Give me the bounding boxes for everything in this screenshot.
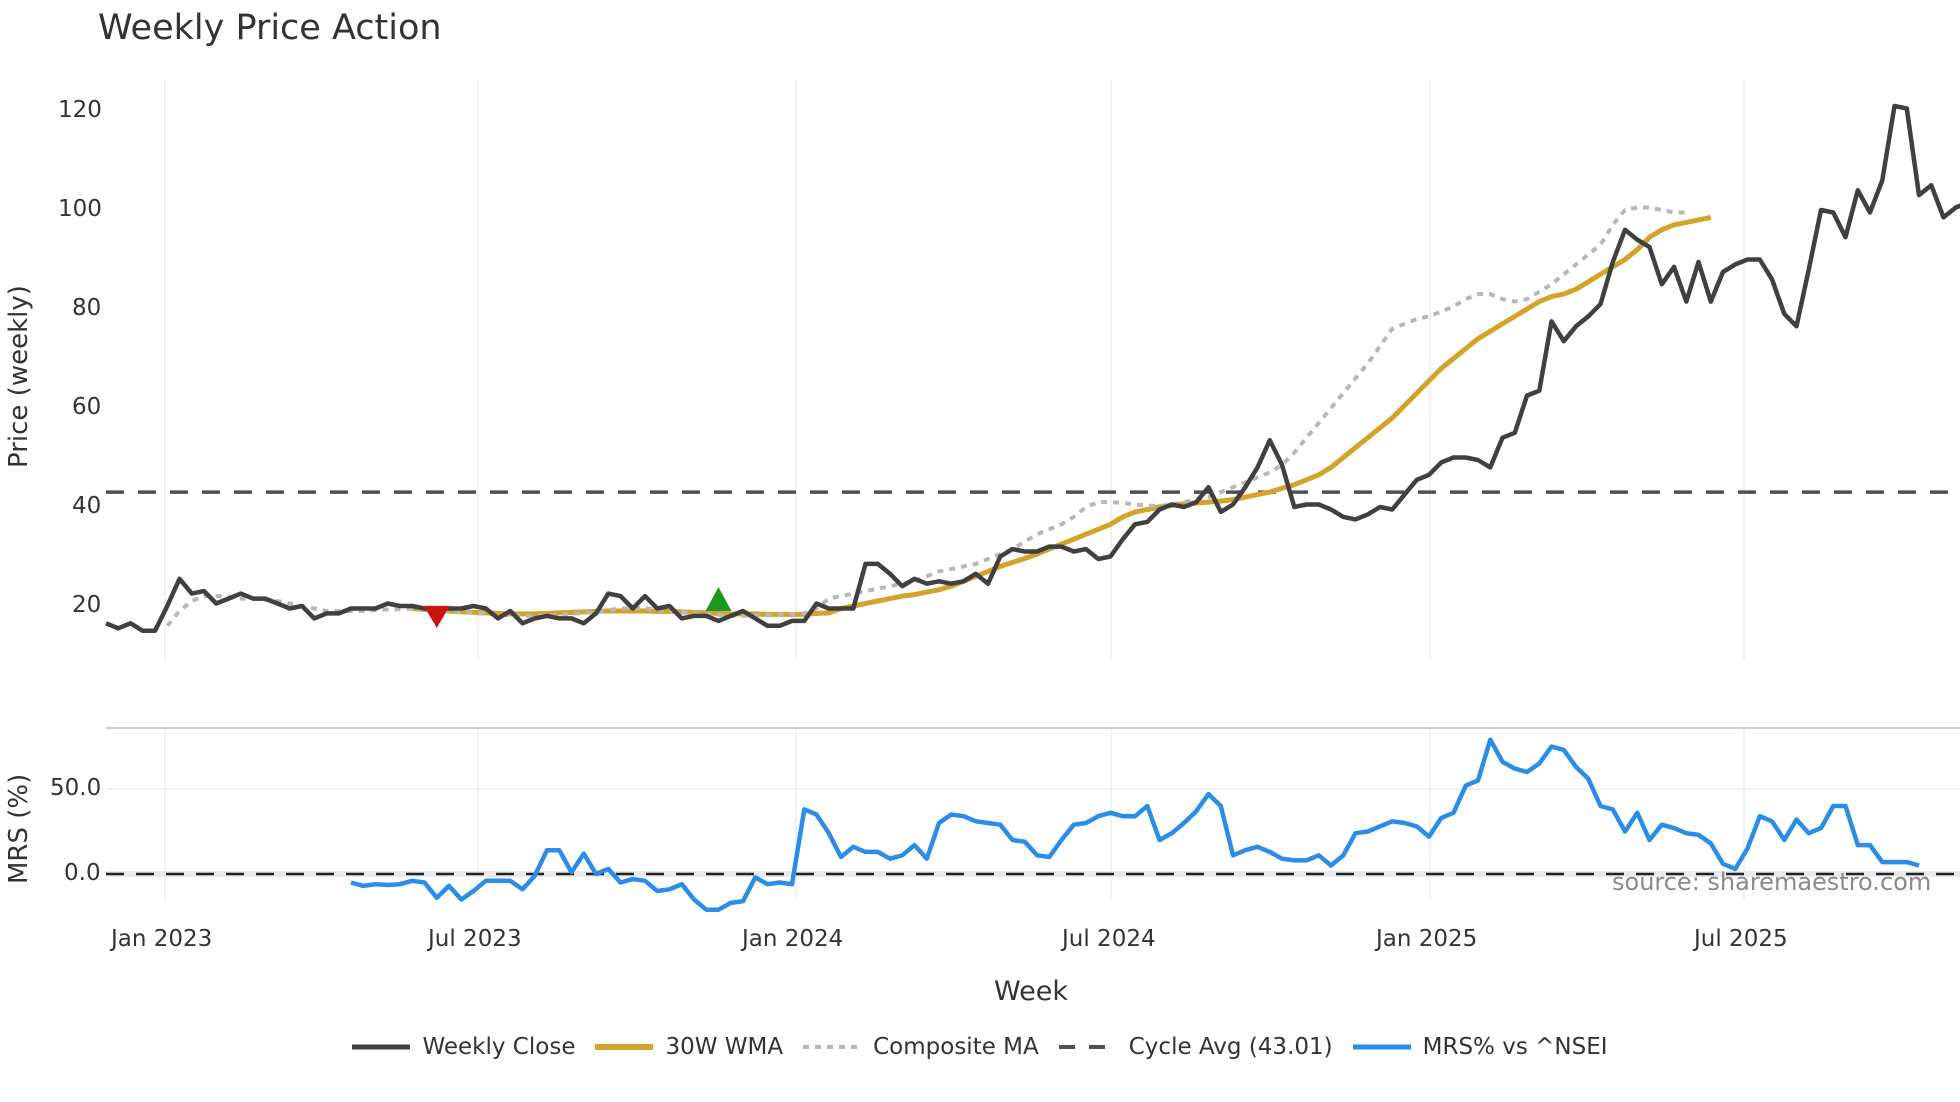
mrs-tick-50: 50.0: [50, 775, 102, 801]
y-tick-100: 100: [58, 196, 102, 222]
legend-item-wma[interactable]: 30W WMA: [595, 1034, 783, 1060]
mrs-y-axis-label: MRS (%): [4, 773, 34, 884]
mrs-tick-0: 0.0: [64, 860, 101, 886]
price-y-axis-label: Price (weekly): [4, 285, 34, 468]
x-tick-jan-2024: Jan 2024: [742, 926, 844, 952]
legend-item-composite-ma[interactable]: Composite MA: [803, 1034, 1039, 1060]
x-tick-jul-2023: Jul 2023: [428, 926, 522, 952]
solid-line-swatch-icon: [1352, 1044, 1411, 1050]
vertical-gridlines: [164, 80, 1745, 900]
x-axis-label: Week: [994, 976, 1068, 1007]
solid-line-swatch-icon: [595, 1044, 654, 1050]
weekly-close-line: [105, 103, 1960, 634]
legend-label: Cycle Avg (43.01): [1128, 1034, 1333, 1060]
legend-item-weekly-close[interactable]: Weekly Close: [352, 1034, 575, 1060]
y-tick-40: 40: [72, 493, 102, 519]
x-tick-jul-2025: Jul 2025: [1694, 926, 1788, 952]
y-tick-120: 120: [58, 97, 102, 123]
dashed-line-swatch-icon: [1058, 1045, 1117, 1049]
y-tick-80: 80: [72, 295, 102, 321]
legend-label: Composite MA: [873, 1034, 1039, 1060]
x-tick-jul-2024: Jul 2024: [1062, 926, 1156, 952]
composite-ma-line: [165, 205, 1687, 628]
wma-30w-line: [412, 214, 1712, 617]
y-tick-60: 60: [72, 394, 102, 420]
mrs-line: [350, 737, 1920, 912]
sell-signal-marker: [423, 605, 450, 628]
chart-title: Weekly Price Action: [98, 8, 442, 48]
solid-line-swatch-icon: [352, 1044, 411, 1050]
legend-item-mrs[interactable]: MRS% vs ^NSEI: [1352, 1034, 1608, 1060]
buy-signal-marker: [705, 587, 732, 612]
legend-item-cycle-avg[interactable]: Cycle Avg (43.01): [1058, 1034, 1333, 1060]
x-tick-jan-2023: Jan 2023: [111, 926, 213, 952]
y-tick-20: 20: [72, 592, 102, 618]
x-tick-jan-2025: Jan 2025: [1376, 926, 1478, 952]
source-attribution: source: sharemaestro.com: [1612, 868, 1932, 896]
legend-label: MRS% vs ^NSEI: [1422, 1034, 1608, 1060]
legend: Weekly Close 30W WMA Composite MA Cycle …: [0, 1034, 1960, 1060]
dotted-line-swatch-icon: [803, 1045, 862, 1049]
legend-label: Weekly Close: [422, 1034, 576, 1060]
legend-label: 30W WMA: [665, 1034, 784, 1060]
